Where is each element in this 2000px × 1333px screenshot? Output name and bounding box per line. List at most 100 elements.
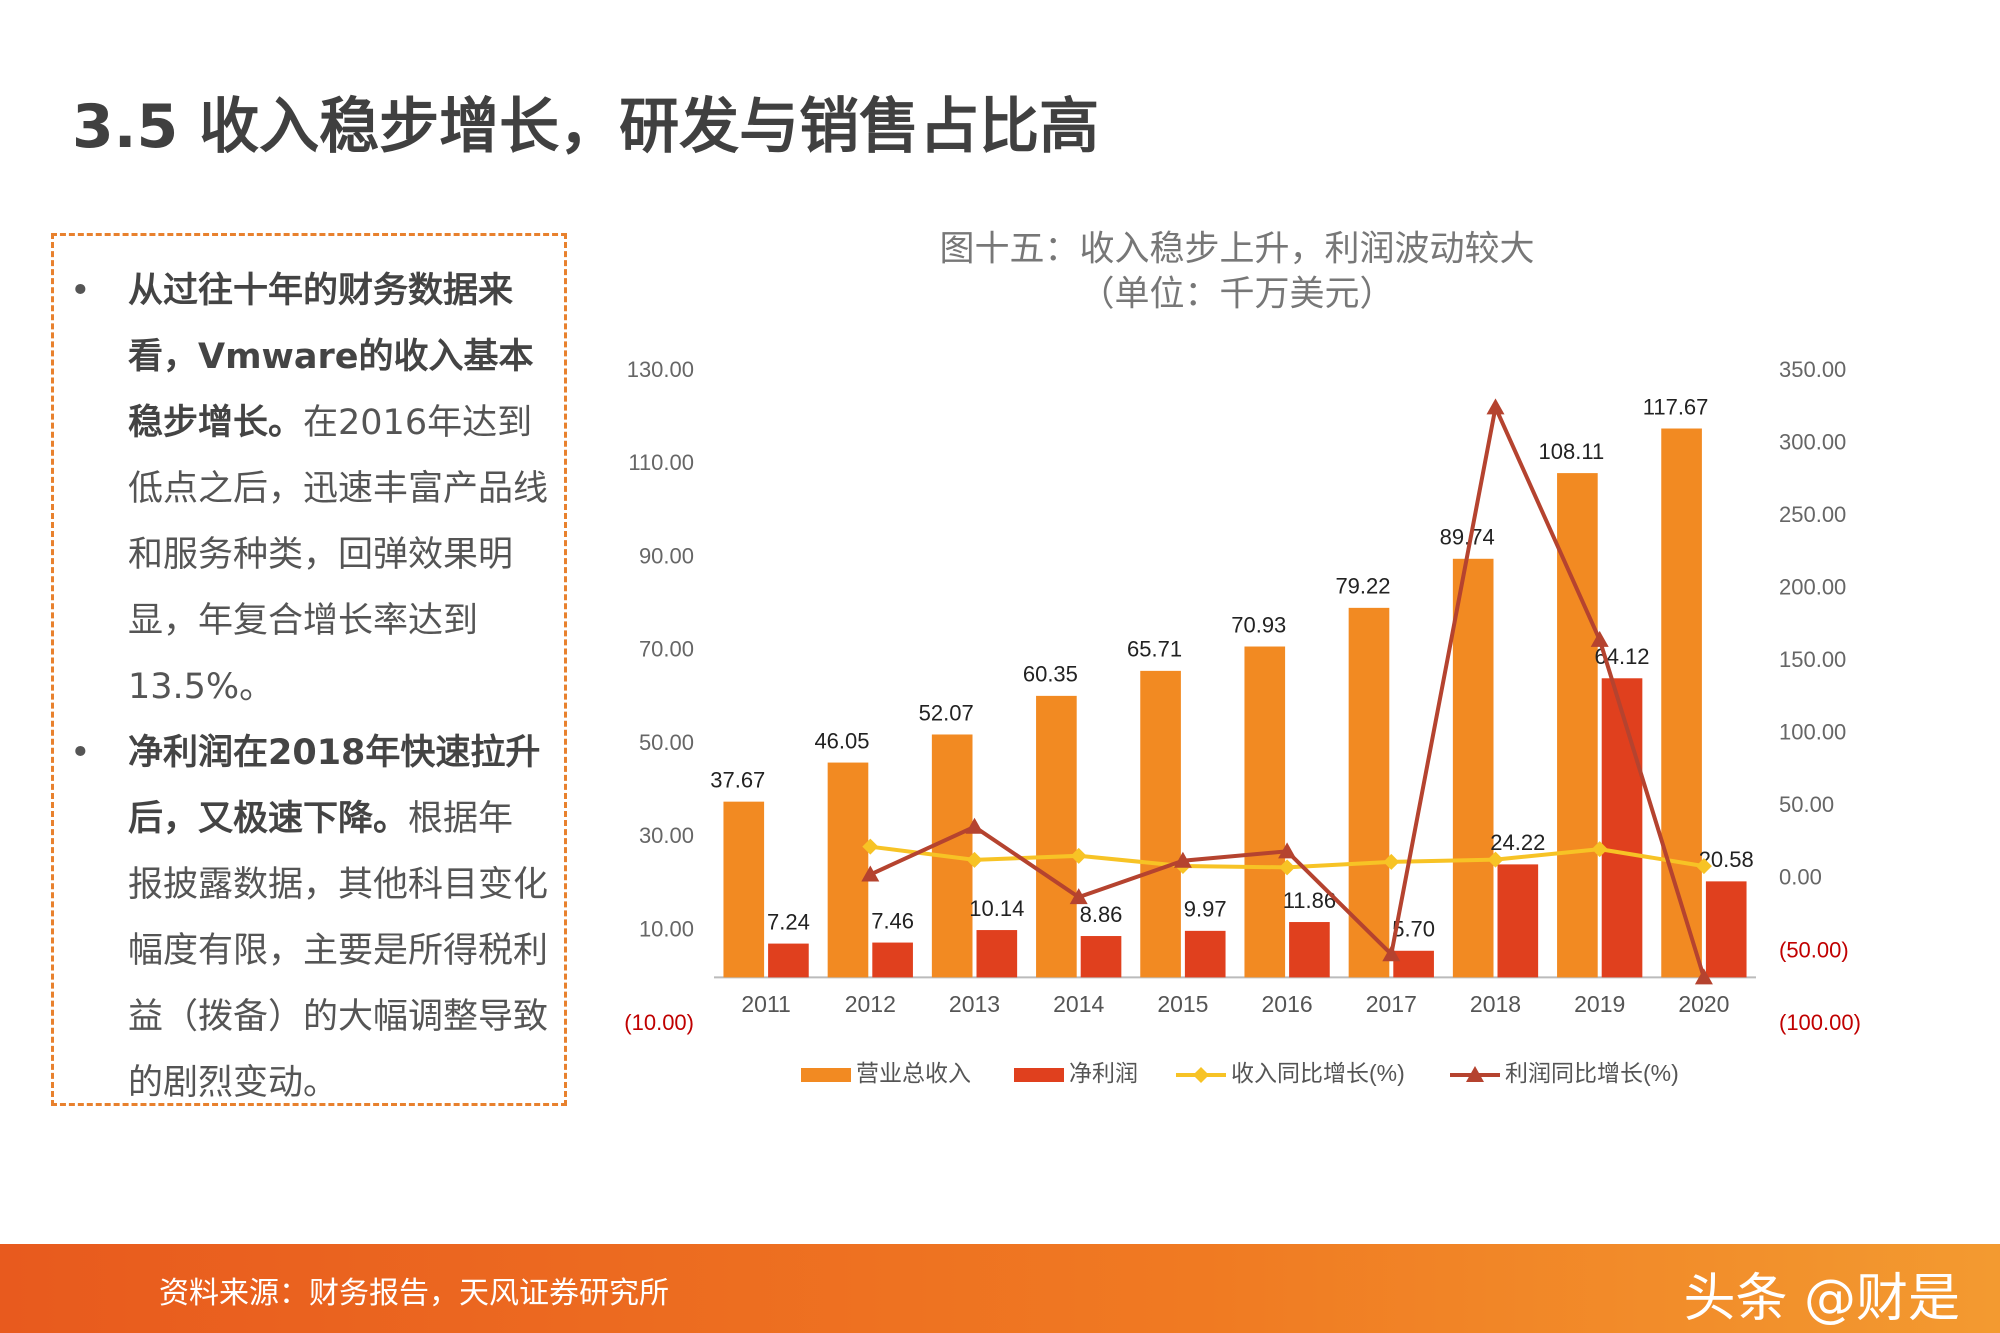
x-tick-label: 2016 <box>1262 991 1313 1017</box>
y-tick-label: 50.00 <box>639 730 694 755</box>
bar <box>1452 558 1494 978</box>
y2-tick-label: 100.00 <box>1779 720 1846 745</box>
line-marker <box>862 838 879 855</box>
y2-tick-label: 150.00 <box>1779 647 1846 672</box>
bar <box>1705 881 1747 978</box>
chart-subtitle: （单位：千万美元） <box>1079 274 1394 313</box>
data-label: 65.71 <box>1127 637 1182 662</box>
data-label: 37.67 <box>710 767 765 792</box>
bar <box>1497 864 1539 978</box>
data-label: 108.11 <box>1539 439 1605 464</box>
line-marker <box>1486 398 1505 415</box>
data-label: 10.14 <box>969 896 1024 921</box>
bar <box>827 762 869 978</box>
data-label: 24.22 <box>1490 830 1545 855</box>
line-marker <box>1070 847 1087 864</box>
bar <box>1036 695 1077 978</box>
bar <box>723 801 765 978</box>
line-marker <box>861 865 880 882</box>
line-marker <box>965 817 984 834</box>
bullet: 从过往十年的财务数据来看，Vmware的收入基本稳步增长。在2016年达到低点之… <box>70 258 549 720</box>
bar <box>1184 930 1226 978</box>
y-tick-label: 130.00 <box>627 357 694 382</box>
y-tick-label: 10.00 <box>639 917 694 942</box>
y2-tick-label: 350.00 <box>1779 357 1846 382</box>
line-marker <box>1278 842 1297 859</box>
source-note: 资料来源：财务报告，天风证券研究所 <box>159 1276 669 1311</box>
y2-tick-label: 250.00 <box>1779 502 1846 527</box>
x-tick-label: 2013 <box>949 991 1000 1017</box>
bullet-bold: 净利润在2018年快速拉升后，又极速下降。 <box>128 733 541 839</box>
bar <box>872 942 913 978</box>
data-label: 79.22 <box>1335 574 1390 599</box>
data-label: 117.67 <box>1643 394 1709 419</box>
y2-tick-label: (50.00) <box>1779 937 1849 962</box>
x-tick-label: 2020 <box>1678 991 1729 1017</box>
data-label: 7.24 <box>767 909 810 934</box>
line-marker <box>1382 945 1401 962</box>
line-marker <box>1173 851 1192 868</box>
bullet-bold: 从过往十年的财务数据来看，Vmware的收入基本稳步增长。 <box>128 271 534 443</box>
chart: 图十五：收入稳步上升，利润波动较大 （单位：千万美元） (10.00) 10.00… <box>624 229 1861 1086</box>
data-label: 60.35 <box>1023 662 1078 687</box>
x-tick-label: 2018 <box>1470 991 1521 1017</box>
y-tick-label: (10.00) <box>624 1010 694 1035</box>
line-marker <box>1487 851 1504 868</box>
bar <box>1557 473 1598 978</box>
legend-swatch <box>1014 1068 1064 1082</box>
line-marker <box>1466 1066 1484 1082</box>
line-marker <box>1383 853 1400 870</box>
x-tick-label: 2014 <box>1053 991 1104 1017</box>
legend-label: 利润同比增长(%) <box>1505 1060 1679 1086</box>
data-label: 46.05 <box>814 728 869 753</box>
y2-tick-label: 0.00 <box>1779 865 1822 890</box>
line-marker <box>1279 859 1296 876</box>
bar <box>1601 678 1643 978</box>
legend-label: 收入同比增长(%) <box>1231 1060 1405 1086</box>
y2-tick-label: 50.00 <box>1779 792 1834 817</box>
legend-swatch <box>801 1068 851 1082</box>
data-label: 8.86 <box>1080 902 1123 927</box>
slide-title: 3.5 收入稳步增长，研发与销售占比高 <box>72 92 1100 162</box>
x-tick-label: 2012 <box>845 991 896 1017</box>
bar <box>1289 922 1330 978</box>
x-tick-label: 2019 <box>1574 991 1625 1017</box>
bar <box>1140 670 1181 978</box>
bullet-list: 从过往十年的财务数据来看，Vmware的收入基本稳步增长。在2016年达到低点之… <box>54 236 564 1116</box>
data-label: 7.46 <box>871 908 914 933</box>
y-tick-label: 90.00 <box>639 543 694 568</box>
line-marker <box>966 851 983 868</box>
bar <box>768 943 809 978</box>
line-marker <box>1591 841 1608 858</box>
data-label: 70.93 <box>1231 612 1286 637</box>
y-tick-label: 70.00 <box>639 637 694 662</box>
chart-title: 图十五：收入稳步上升，利润波动较大 <box>939 229 1534 268</box>
y2-tick-label: 200.00 <box>1779 574 1846 599</box>
footer: 资料来源：财务报告，天风证券研究所 头条 @财是 <box>0 1244 2000 1333</box>
x-tick-label: 2015 <box>1157 991 1208 1017</box>
data-label: 9.97 <box>1184 897 1227 922</box>
watermark: 头条 @财是 <box>1683 1269 1960 1329</box>
bar <box>1661 428 1702 978</box>
legend-label: 营业总收入 <box>856 1060 971 1086</box>
legend-label: 净利润 <box>1069 1060 1138 1086</box>
bar <box>1080 936 1122 978</box>
bullet-text: 在2016年达到低点之后，迅速丰富产品线和服务种类，回弹效果明显，年复合增长率达… <box>128 403 549 707</box>
line-marker <box>1590 630 1609 647</box>
bullet: 净利润在2018年快速拉升后，又极速下降。根据年报披露数据，其他科目变化幅度有限… <box>70 720 548 1116</box>
bar <box>1393 950 1434 978</box>
line-marker <box>1694 968 1713 985</box>
text-box: 从过往十年的财务数据来看，Vmware的收入基本稳步增长。在2016年达到低点之… <box>51 233 567 1106</box>
data-label: 52.07 <box>919 700 974 725</box>
x-tick-label: 2011 <box>741 991 790 1017</box>
line-marker <box>1069 888 1088 905</box>
bar <box>1244 646 1286 978</box>
line-marker <box>1193 1067 1209 1083</box>
y-tick-label: 30.00 <box>639 823 694 848</box>
y2-tick-label: 300.00 <box>1779 429 1846 454</box>
bar <box>976 930 1018 978</box>
x-tick-label: 2017 <box>1366 991 1417 1017</box>
line-marker <box>1695 858 1712 875</box>
y-tick-label: 110.00 <box>628 450 694 475</box>
